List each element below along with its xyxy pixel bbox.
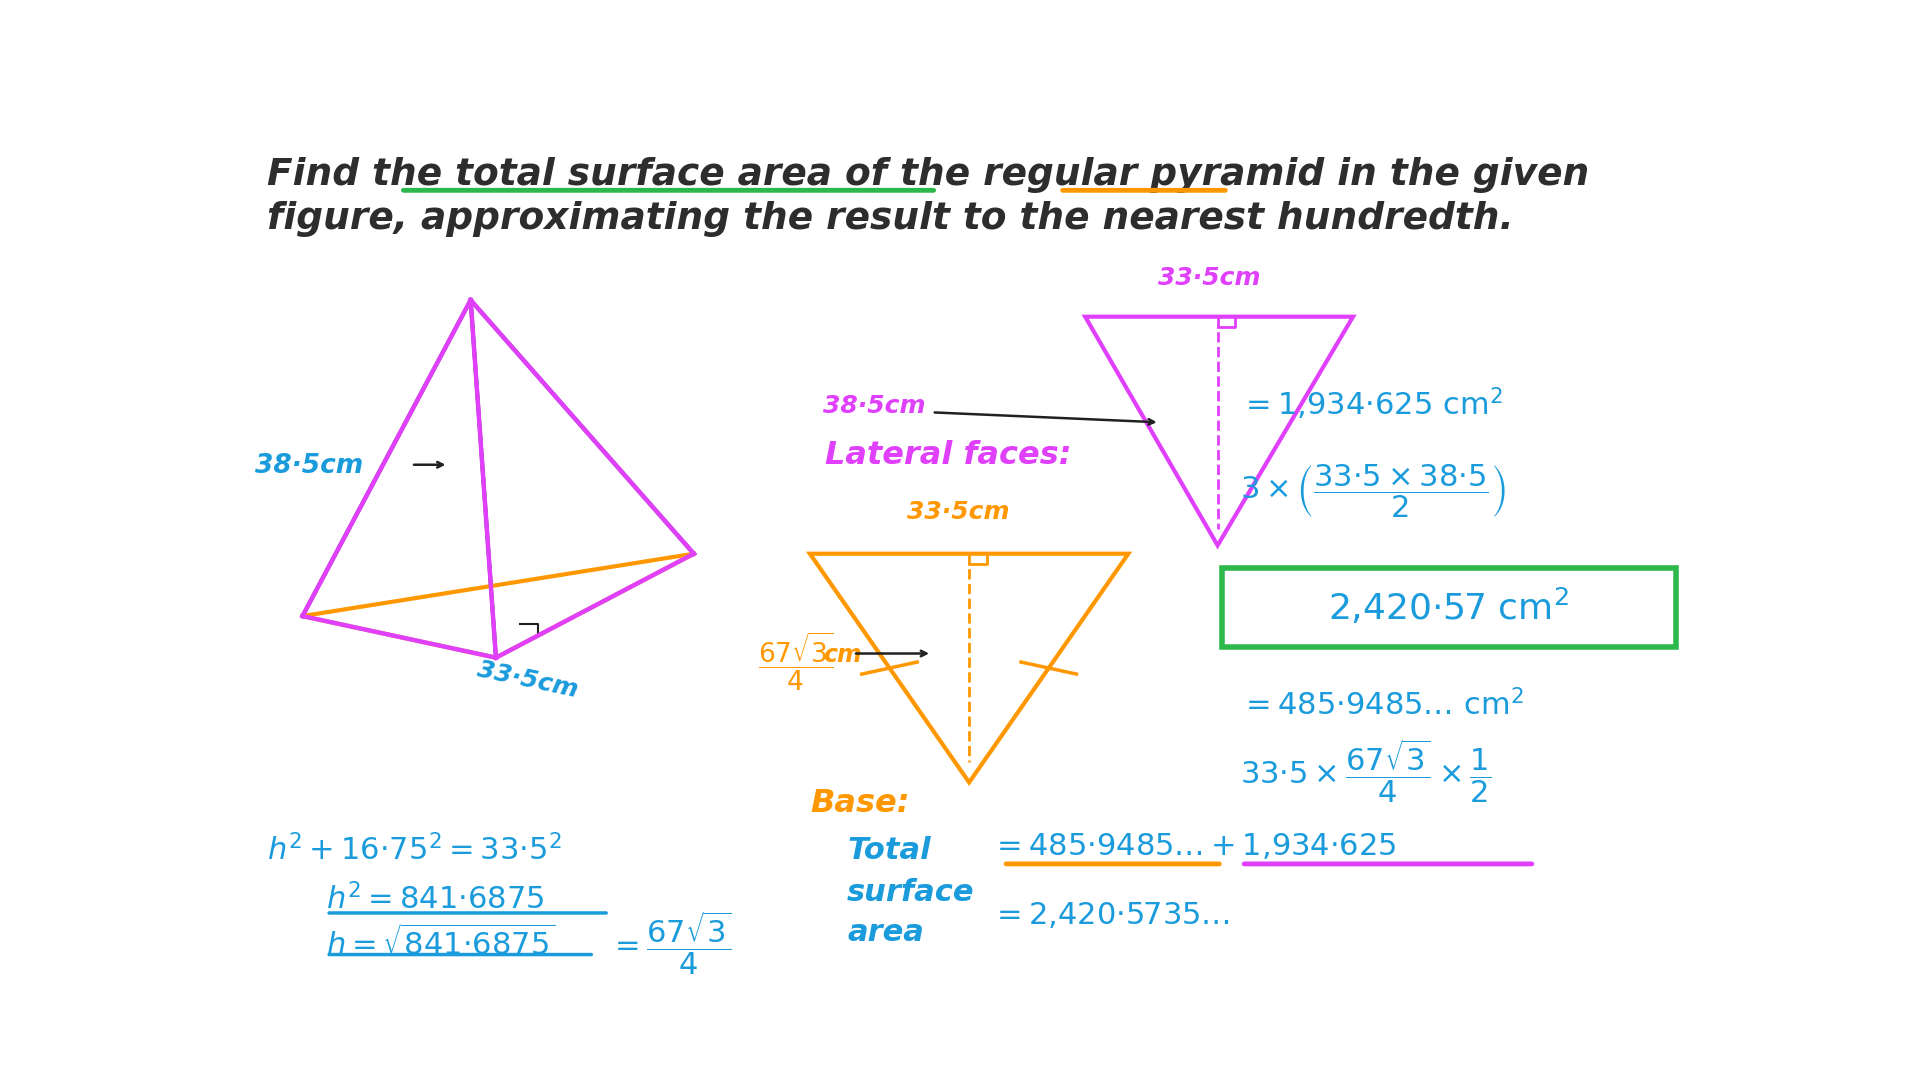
Text: $= 485{\cdot}9485\ldots + 1{,}934{\cdot}625$: $= 485{\cdot}9485\ldots + 1{,}934{\cdot}… [991,832,1398,862]
Text: area: area [847,918,924,946]
Text: Find the total surface area of the regular pyramid in the given: Find the total surface area of the regul… [267,158,1590,193]
Text: $33{\cdot}5 \times \dfrac{67\sqrt{3}}{4} \times \dfrac{1}{2}$: $33{\cdot}5 \times \dfrac{67\sqrt{3}}{4}… [1240,738,1492,806]
Text: 33·5cm: 33·5cm [1158,266,1261,289]
Text: figure, approximating the result to the nearest hundredth.: figure, approximating the result to the … [267,201,1513,237]
Text: Lateral faces:: Lateral faces: [826,440,1071,471]
Text: $h = \sqrt{841{\cdot}6875}$: $h = \sqrt{841{\cdot}6875}$ [326,924,555,961]
Text: 38·5cm: 38·5cm [824,394,925,418]
Text: cm: cm [824,644,862,667]
Text: $\dfrac{67\sqrt{3}}{4}$: $\dfrac{67\sqrt{3}}{4}$ [758,631,833,693]
Text: Total: Total [847,836,931,865]
Text: $3 \times \left(\dfrac{33{\cdot}5 \times 38{\cdot}5}{2}\right)$: $3 \times \left(\dfrac{33{\cdot}5 \times… [1240,462,1505,521]
Text: surface: surface [847,878,975,907]
Text: $= \dfrac{67\sqrt{3}}{4}$: $= \dfrac{67\sqrt{3}}{4}$ [609,909,732,976]
Text: 33·5cm: 33·5cm [906,500,1010,524]
Text: $= 485{\cdot}9485\ldots\ \mathrm{cm}^2$: $= 485{\cdot}9485\ldots\ \mathrm{cm}^2$ [1240,689,1524,721]
Text: 38·5cm: 38·5cm [255,454,363,480]
Text: $h^2 + 16{\cdot}75^2 = 33{\cdot}5^2$: $h^2 + 16{\cdot}75^2 = 33{\cdot}5^2$ [267,835,561,867]
Text: $= 1{,}934{\cdot}625\ \mathrm{cm}^2$: $= 1{,}934{\cdot}625\ \mathrm{cm}^2$ [1240,386,1503,422]
Text: $h^2 = 841{\cdot}6875$: $h^2 = 841{\cdot}6875$ [326,882,545,915]
Text: 33·5cm: 33·5cm [474,658,580,702]
Text: $= 2{,}420{\cdot}5735\ldots$: $= 2{,}420{\cdot}5735\ldots$ [991,901,1231,931]
Text: Base:: Base: [810,787,910,819]
Text: $2{,}420{\cdot}57\ \mathrm{cm}^2$: $2{,}420{\cdot}57\ \mathrm{cm}^2$ [1329,586,1569,627]
Bar [1221,568,1676,647]
